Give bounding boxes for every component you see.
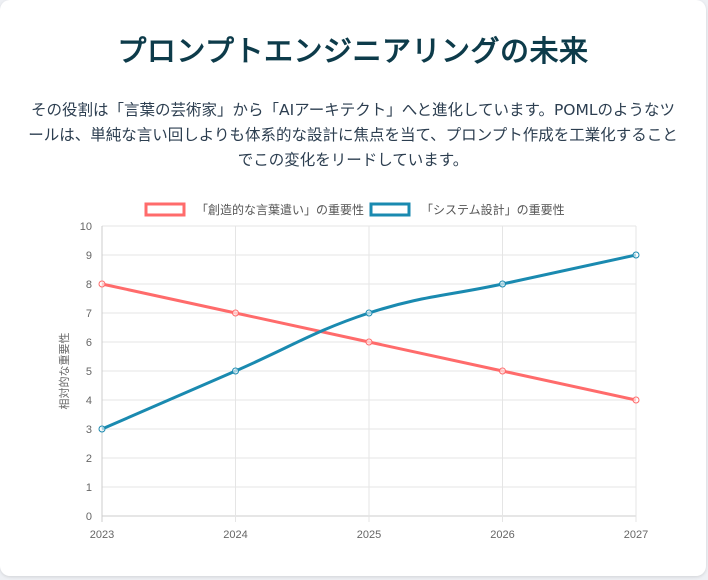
y-tick-label: 2 [86, 453, 92, 465]
data-point [632, 396, 640, 404]
data-point [98, 280, 106, 288]
data-point [98, 425, 106, 433]
y-axis-title: 相対的な重要性 [57, 333, 71, 410]
legend-label: 「創造的な言葉遣い」の重要性 [196, 202, 364, 217]
data-point [499, 280, 506, 288]
data-point [232, 367, 239, 375]
y-tick-label: 7 [86, 308, 92, 320]
y-tick-label: 1 [86, 482, 92, 494]
y-tick-labels: 0 1 2 3 4 5 6 7 8 9 10 [80, 221, 92, 523]
data-point [365, 338, 373, 346]
x-tick-label: 2027 [624, 529, 648, 541]
page-title: プロンプトエンジニアリングの未来 [117, 34, 589, 68]
y-tick-label: 5 [86, 366, 92, 378]
x-tick-label: 2023 [90, 529, 114, 541]
grid [101, 225, 637, 522]
data-point [365, 309, 373, 317]
legend-swatch [144, 202, 186, 217]
y-tick-label: 9 [86, 250, 92, 262]
legend-swatch [369, 202, 411, 217]
y-tick-label: 6 [86, 337, 92, 349]
data-point [499, 367, 506, 375]
x-tick-labels: 2023 2024 2025 2026 2027 [90, 529, 648, 541]
y-tick-label: 8 [86, 279, 92, 291]
legend-label: 「システム設計」の重要性 [421, 202, 565, 217]
series-lines [98, 251, 640, 433]
x-tick-label: 2025 [357, 529, 381, 541]
y-tick-label: 3 [86, 424, 92, 436]
data-point [232, 309, 239, 317]
description: その役割は「言葉の芸術家」から「AIアーキテクト」へと進化しています。POMLの… [28, 101, 678, 169]
x-tick-label: 2026 [490, 529, 514, 541]
y-tick-label: 4 [86, 395, 92, 407]
legend: 「創造的な言葉遣い」の重要性 「システム設計」の重要性 [144, 202, 565, 217]
y-tick-label: 10 [80, 221, 92, 233]
data-point [632, 251, 640, 259]
x-tick-label: 2024 [223, 529, 247, 541]
y-tick-label: 0 [86, 511, 92, 523]
